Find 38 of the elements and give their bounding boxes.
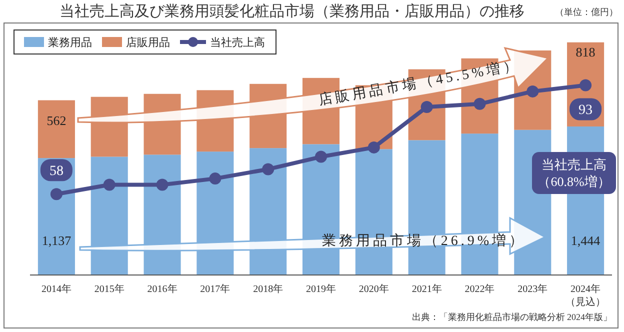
data-label: 818 bbox=[576, 44, 596, 60]
x-tick-label: 2017年 bbox=[200, 283, 230, 295]
chart-subtitle: （単位：億円） bbox=[555, 7, 618, 17]
x-tick-label: 2018年 bbox=[253, 283, 284, 295]
point bbox=[209, 172, 222, 185]
point bbox=[156, 178, 168, 191]
point bbox=[580, 79, 592, 92]
bar bbox=[90, 156, 128, 275]
x-tick-label: 2016年 bbox=[147, 283, 178, 295]
point bbox=[50, 188, 62, 200]
point bbox=[526, 85, 539, 98]
data-label: 1,137 bbox=[42, 233, 72, 248]
x-tick-label: 2022年 bbox=[464, 283, 495, 295]
x-tick-label: 2020年 bbox=[358, 283, 389, 295]
source-note: 出典：「業務用化粧品市場の戦略分析 2024年版」 bbox=[412, 312, 612, 322]
x-tick-label: 2015年 bbox=[94, 283, 124, 295]
data-label: 562 bbox=[46, 113, 66, 128]
data-label: 93 bbox=[578, 103, 593, 118]
point bbox=[262, 163, 274, 176]
annotation: 業務用品市場（26.9%増） bbox=[322, 232, 526, 249]
legend-label: 当社売上高 bbox=[210, 36, 265, 49]
annotation: 店販用品市場（45.5%増） bbox=[317, 56, 522, 109]
annotation: 当社売上高（60.8%増） bbox=[538, 157, 610, 189]
x-tick-label: 2021年 bbox=[412, 283, 442, 295]
point bbox=[420, 101, 433, 113]
point bbox=[474, 98, 486, 110]
chart-title: 当社売上高及び業務用頭髪化粧品市場（業務用品・店販用品）の推移 bbox=[60, 3, 524, 20]
x-tick-label: 2019年 bbox=[306, 283, 336, 295]
x-tick-label: 2023年 bbox=[518, 283, 548, 295]
point bbox=[315, 150, 327, 163]
legend-label: 店販用品 bbox=[126, 36, 170, 49]
data-label: 58 bbox=[49, 164, 64, 180]
x-tick-label: 2014年 bbox=[41, 283, 72, 295]
x-tick-label: 2024年（見込） bbox=[566, 283, 606, 308]
point bbox=[103, 178, 116, 191]
point bbox=[368, 141, 380, 154]
data-label: 1,444 bbox=[570, 233, 601, 248]
legend-label: 業務用品 bbox=[48, 37, 92, 49]
